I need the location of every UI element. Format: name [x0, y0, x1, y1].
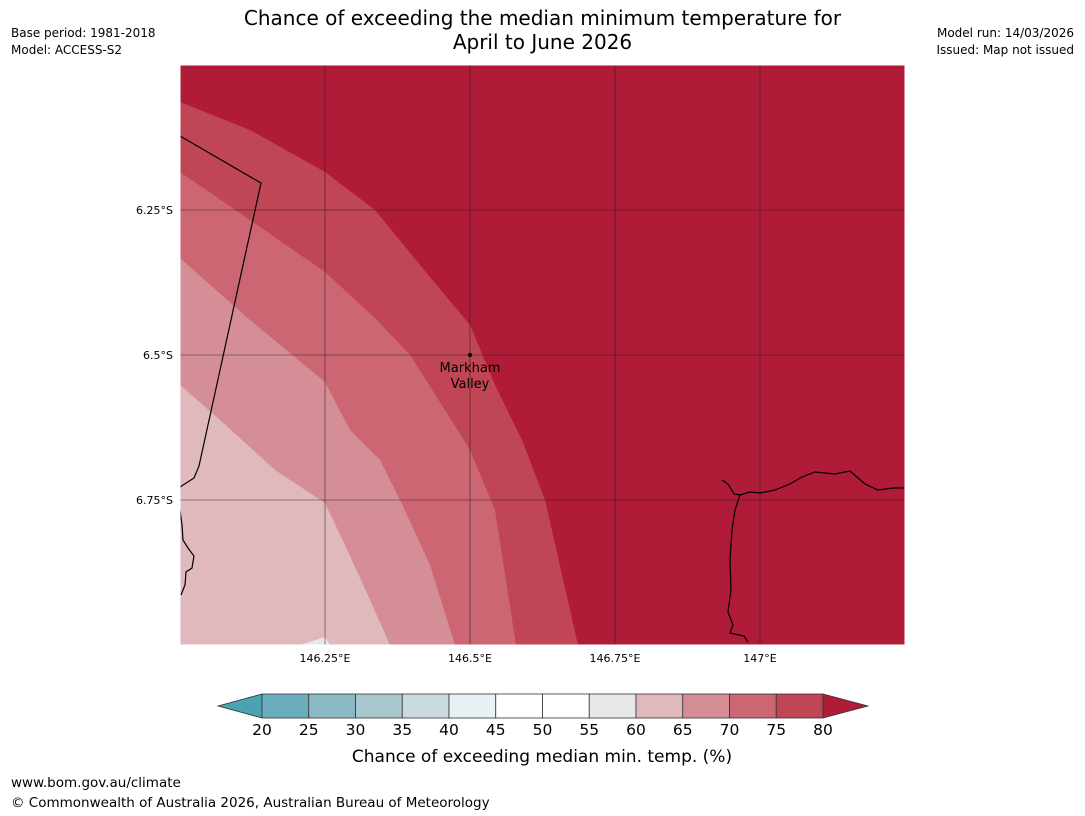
- lon-label: 146.25°E: [300, 652, 351, 665]
- map-frame: [179, 64, 906, 646]
- colorbar-low-extension: [216, 693, 263, 719]
- colorbar-tick-label: 35: [392, 721, 412, 739]
- lon-label: 146.75°E: [590, 652, 641, 665]
- longitude-labels: 146.25°E 146.5°E 146.75°E 147°E: [300, 652, 777, 665]
- colorbar-tick-label: 65: [673, 721, 693, 739]
- colorbar-tick-label: 75: [766, 721, 786, 739]
- model-text: Model: ACCESS-S2: [11, 43, 123, 57]
- markham-valley-marker: [468, 353, 472, 357]
- map-title: Chance of exceeding the median minimum t…: [0, 6, 1085, 54]
- colorbar-cell: [775, 693, 824, 719]
- colorbar-tick-label: 60: [626, 721, 646, 739]
- place-name-line2: Valley: [451, 377, 490, 392]
- colorbar-cell: [542, 693, 590, 719]
- footer-url[interactable]: www.bom.gov.au/climate: [11, 775, 181, 791]
- colorbar-cell: [261, 693, 310, 719]
- colorbar-cell: [588, 693, 637, 719]
- colorbar-label: Chance of exceeding median min. temp. (%…: [352, 747, 732, 767]
- colorbar-cell: [682, 693, 730, 719]
- border-line: [179, 135, 262, 488]
- header-meta-right: Model run: 14/03/2026 Issued: Map not is…: [936, 25, 1074, 59]
- coastline-west: [179, 509, 195, 596]
- colorbar-cell: [495, 693, 543, 719]
- colorbar-tick-label: 70: [720, 721, 740, 739]
- map-panel: Markham Valley 6.25°S 6.5°S 6.75°S 146.2…: [136, 64, 906, 665]
- header-meta-left: Base period: 1981-2018 Model: ACCESS-S2: [11, 25, 156, 59]
- colorbar-tick-label: 20: [252, 721, 272, 739]
- colorbar-cell: [635, 693, 684, 719]
- place-name-line1: Markham: [440, 361, 501, 376]
- lat-label: 6.5°S: [143, 349, 173, 362]
- colorbar-cell: [308, 693, 356, 719]
- boundaries: [179, 135, 905, 643]
- colorbar-high-extension: [822, 693, 870, 719]
- lon-label: 146.5°E: [448, 652, 492, 665]
- colorbar-tick-label: 55: [579, 721, 599, 739]
- title-line-2: April to June 2026: [452, 30, 633, 54]
- colorbar-tick-label: 80: [813, 721, 833, 739]
- colorbar-cell: [401, 693, 450, 719]
- latitude-labels: 6.25°S 6.5°S 6.75°S: [136, 204, 173, 507]
- colorbar-tick-label: 50: [533, 721, 553, 739]
- zone-60-65: [180, 385, 390, 645]
- lat-label: 6.75°S: [136, 494, 173, 507]
- base-period-text: Base period: 1981-2018: [11, 26, 156, 40]
- colorbar-cell: [729, 693, 777, 719]
- lat-label: 6.25°S: [136, 204, 173, 217]
- issued-text: Issued: Map not issued: [936, 43, 1074, 57]
- colorbar: 20 25 30 35 40 45 50 55 60 65 70 75 80 C…: [216, 693, 870, 767]
- zone-55-60: [300, 637, 330, 645]
- model-run-text: Model run: 14/03/2026: [936, 26, 1074, 40]
- colorbar-cell: [448, 693, 497, 719]
- colorbar-tick-label: 25: [299, 721, 319, 739]
- colorbar-cell: [355, 693, 403, 719]
- lon-label: 147°E: [743, 652, 776, 665]
- colorbar-tick-label: 40: [439, 721, 459, 739]
- colorbar-tick-label: 45: [486, 721, 506, 739]
- colorbar-tick-label: 30: [346, 721, 366, 739]
- footer-copyright: © Commonwealth of Australia 2026, Austra…: [11, 795, 490, 811]
- gridlines: [180, 65, 905, 645]
- coastline-southeast: [727, 494, 749, 643]
- coastline-east: [721, 470, 905, 496]
- title-line-1: Chance of exceeding the median minimum t…: [243, 6, 842, 30]
